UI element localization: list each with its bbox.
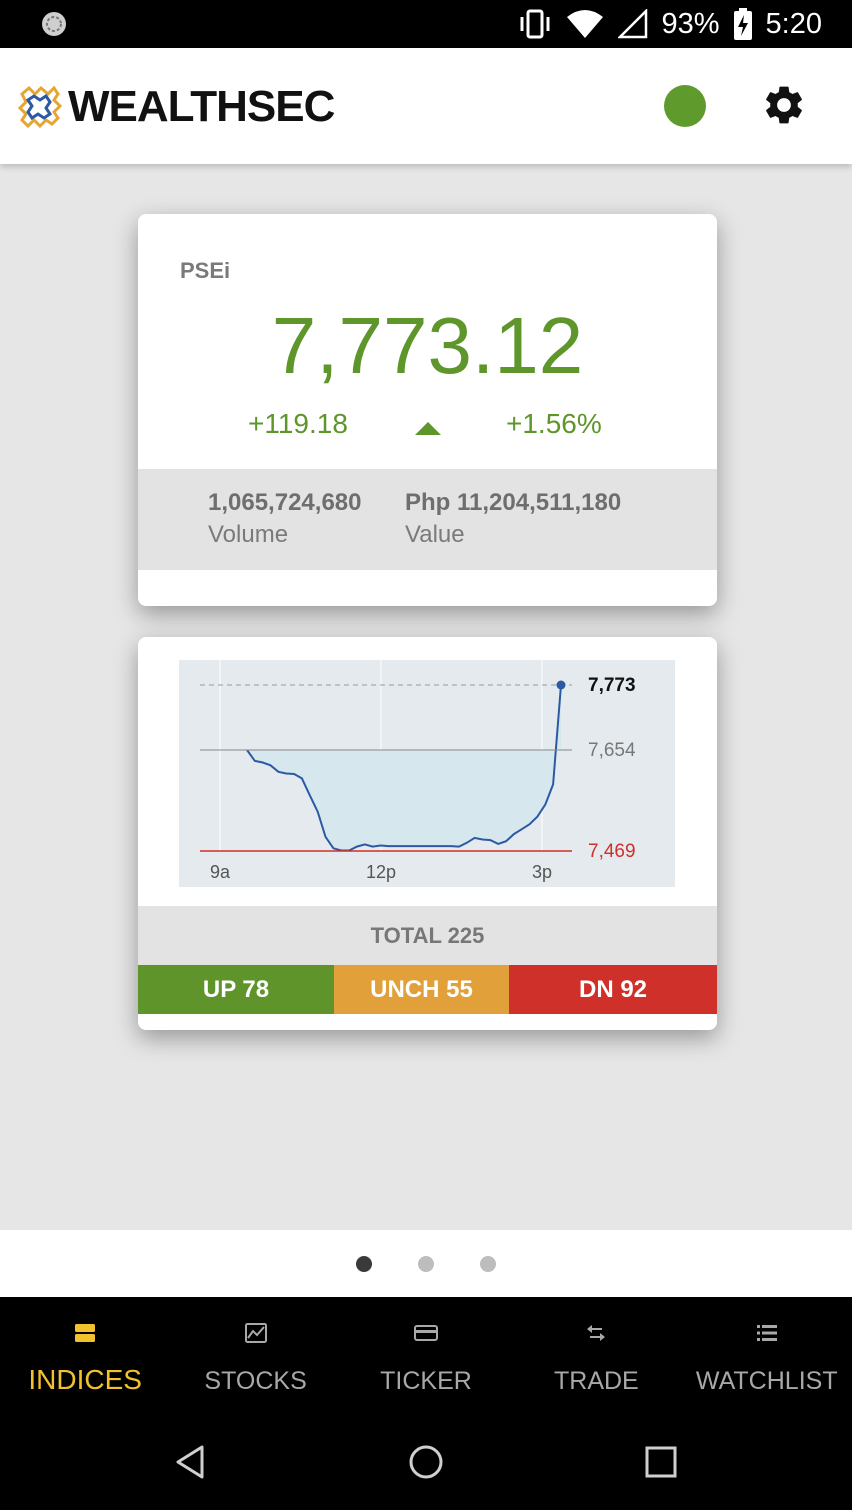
status-icons: 93% 5:20 [518, 0, 822, 48]
unchanged-count: UNCH 55 [334, 965, 509, 1014]
index-change: +119.18 [248, 408, 348, 439]
page-dot-3[interactable] [480, 1256, 496, 1272]
sync-icon [42, 12, 66, 36]
gear-icon[interactable] [761, 82, 807, 128]
bottom-navigation: INDICES STOCKS TICKER TRADE WATCHLIST [0, 1297, 852, 1415]
index-change-percent: +1.56% [506, 408, 602, 439]
price-area [247, 685, 561, 851]
ticker-card-icon [413, 1325, 438, 1341]
stocks-chart-icon [244, 1323, 267, 1343]
nav-trade[interactable]: TRADE [511, 1297, 681, 1415]
indices-icon [75, 1324, 96, 1342]
nav-label-stocks: STOCKS [204, 1367, 307, 1395]
trade-arrows-icon [587, 1325, 606, 1341]
index-summary-card[interactable]: PSEi 7,773.12 +119.18 +1.56% 1,065,724,6… [138, 214, 717, 606]
logo: WEALTHSEC [16, 82, 335, 132]
indices-page[interactable]: PSEi 7,773.12 +119.18 +1.56% 1,065,724,6… [0, 164, 852, 1230]
wifi-icon [566, 10, 603, 38]
last-price-point [556, 680, 566, 690]
nav-label-trade: TRADE [554, 1367, 639, 1395]
logo-text: WEALTHSEC [68, 82, 335, 131]
index-stats: 1,065,724,680 Volume Php 11,204,511,180 … [138, 469, 717, 570]
nav-ticker[interactable]: TICKER [341, 1297, 511, 1415]
low-label: 7,469 [588, 841, 636, 862]
nav-label-indices: INDICES [28, 1364, 142, 1395]
market-breadth-bar: UP 78 UNCH 55 DN 92 [138, 965, 717, 1014]
x-tick-3p: 3p [532, 862, 552, 882]
previous-close-label: 7,654 [588, 740, 636, 761]
nav-label-watchlist: WATCHLIST [695, 1367, 838, 1395]
decliners-count: DN 92 [509, 965, 717, 1014]
vibrate-icon [520, 9, 549, 39]
high-label: 7,773 [588, 675, 636, 696]
value-traded: Php 11,204,511,180 [405, 489, 622, 516]
battery-percent: 93% [661, 7, 720, 40]
value-label: Value [405, 521, 465, 548]
home-icon[interactable] [407, 1443, 445, 1481]
page-dot-2[interactable] [418, 1256, 434, 1272]
index-value: 7,773.12 [271, 301, 584, 390]
x-tick-9a: 9a [210, 862, 231, 882]
intraday-chart-svg: 7,773 7,654 7,469 9a 12p 3p [200, 660, 636, 882]
x-tick-12p: 12p [366, 862, 396, 882]
advancers-count: UP 78 [138, 965, 334, 1014]
volume-value: 1,065,724,680 [208, 489, 362, 516]
system-navigation-bar [0, 1415, 852, 1510]
page-dot-1[interactable] [356, 1256, 372, 1272]
connection-status-indicator [664, 85, 706, 127]
clock: 5:20 [765, 7, 822, 40]
value-stat: Php 11,204,511,180 Value [405, 489, 621, 549]
wealthsec-logo-icon [17, 85, 62, 129]
nav-stocks[interactable]: STOCKS [170, 1297, 340, 1415]
intraday-chart: 7,773 7,654 7,469 9a 12p 3p [179, 660, 675, 887]
nav-label-ticker: TICKER [380, 1367, 472, 1395]
triangle-up-icon [415, 422, 441, 435]
back-icon[interactable] [172, 1443, 210, 1481]
volume-label: Volume [208, 521, 289, 548]
index-name: PSEi [180, 258, 231, 283]
page-indicator [0, 1230, 852, 1297]
battery-charging-icon [733, 8, 752, 40]
volume-stat: 1,065,724,680 Volume [208, 489, 361, 549]
status-bar: 93% 5:20 [0, 0, 852, 48]
list-icon [756, 1325, 777, 1341]
nav-watchlist[interactable]: WATCHLIST [682, 1297, 852, 1415]
signal-icon [617, 9, 647, 39]
nav-indices[interactable]: INDICES [0, 1297, 170, 1415]
price-line [246, 684, 562, 852]
total-issues: TOTAL 225 [138, 906, 717, 965]
recents-icon[interactable] [642, 1443, 680, 1481]
app-bar: WEALTHSEC [0, 48, 852, 164]
intraday-chart-card[interactable]: 7,773 7,654 7,469 9a 12p 3p TOTAL 225 UP… [138, 637, 717, 1030]
